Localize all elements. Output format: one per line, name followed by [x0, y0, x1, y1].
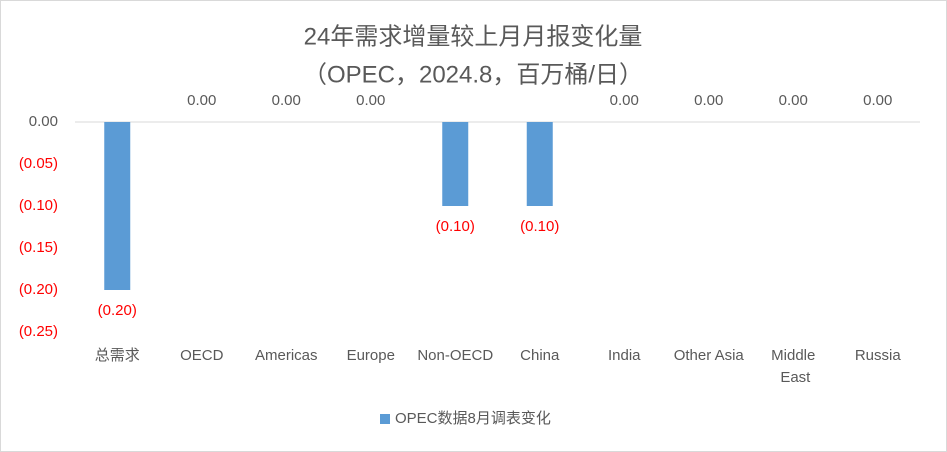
- x-tick-label: Americas: [255, 347, 318, 364]
- x-tick-label: India: [608, 347, 641, 364]
- y-tick-label: (0.10): [19, 197, 58, 214]
- legend-label: OPEC数据8月调表变化: [395, 410, 551, 427]
- bar: [442, 122, 469, 206]
- bar: [526, 122, 553, 206]
- y-tick-label: (0.15): [19, 239, 58, 256]
- data-label: 0.00: [610, 92, 639, 109]
- data-label: 0.00: [272, 92, 301, 109]
- data-label: 0.00: [694, 92, 723, 109]
- x-tick-label-line: East: [776, 369, 811, 386]
- x-tick-label: Other Asia: [674, 347, 745, 364]
- chart-subtitle: （OPEC，2024.8，百万桶/日）: [303, 61, 643, 88]
- data-label: (0.10): [520, 218, 559, 235]
- x-tick-label: Middle East: [771, 347, 815, 386]
- x-tick-label: Russia: [855, 347, 902, 364]
- x-tick-label-line: Middle: [771, 347, 815, 364]
- data-label: 0.00: [863, 92, 892, 109]
- chart-title: 24年需求增量较上月月报变化量: [304, 23, 643, 50]
- x-tick-label: Non-OECD: [417, 347, 493, 364]
- data-label: 0.00: [356, 92, 385, 109]
- data-label: 0.00: [779, 92, 808, 109]
- x-tick-label: OECD: [180, 347, 224, 364]
- data-label: (0.10): [436, 218, 475, 235]
- y-tick-label: (0.05): [19, 155, 58, 172]
- y-tick-label: (0.20): [19, 281, 58, 298]
- x-tick-label: Europe: [347, 347, 395, 364]
- x-tick-label: China: [520, 347, 560, 364]
- bar: [104, 122, 131, 290]
- legend-swatch: [380, 414, 390, 424]
- x-tick-label: 总需求: [95, 347, 140, 364]
- data-label: (0.20): [98, 302, 137, 319]
- data-label: 0.00: [187, 92, 216, 109]
- y-tick-label: 0.00: [29, 113, 58, 130]
- y-tick-label: (0.25): [19, 323, 58, 340]
